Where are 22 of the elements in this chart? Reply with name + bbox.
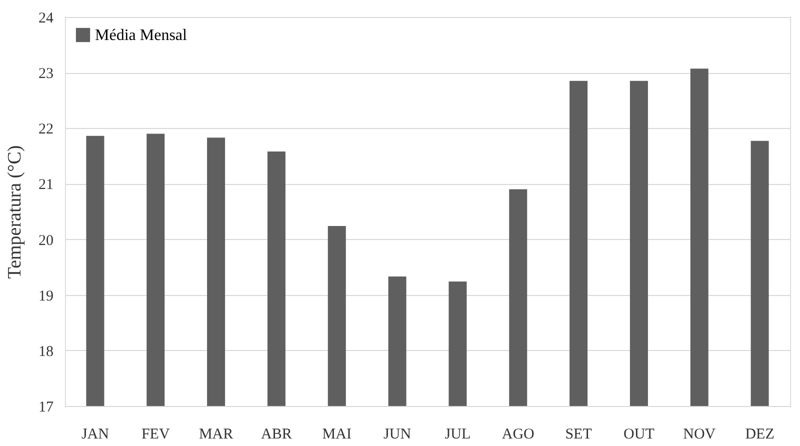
x-tick-label: MAI	[322, 426, 352, 442]
y-tick-label: 22	[38, 122, 54, 138]
y-tick-label: 21	[38, 177, 54, 194]
y-tick-label: 17	[38, 400, 54, 416]
x-tick-label: FEV	[141, 426, 170, 442]
legend-label: Média Mensal	[95, 27, 188, 44]
x-tick-label: DEZ	[745, 426, 774, 442]
x-tick-label: AGO	[502, 426, 535, 442]
y-tick-label: 20	[38, 232, 54, 249]
y-tick-label: 18	[38, 344, 54, 360]
x-tick-label: ABR	[261, 426, 292, 442]
y-tick-label: 23	[38, 66, 54, 82]
x-tick-label: JAN	[81, 426, 110, 442]
y-tick-label: 19	[38, 288, 54, 304]
x-tick-label: SET	[565, 426, 592, 442]
x-tick-label: MAR	[198, 426, 234, 442]
x-tick-label: NOV	[683, 426, 716, 442]
x-tick-label: JUN	[384, 426, 412, 442]
x-tick-label: JUL	[444, 426, 471, 442]
y-axis-title: Temperatura (°C)	[4, 145, 26, 279]
y-tick-label: 24	[38, 10, 54, 26]
x-tick-label: OUT	[624, 426, 654, 442]
